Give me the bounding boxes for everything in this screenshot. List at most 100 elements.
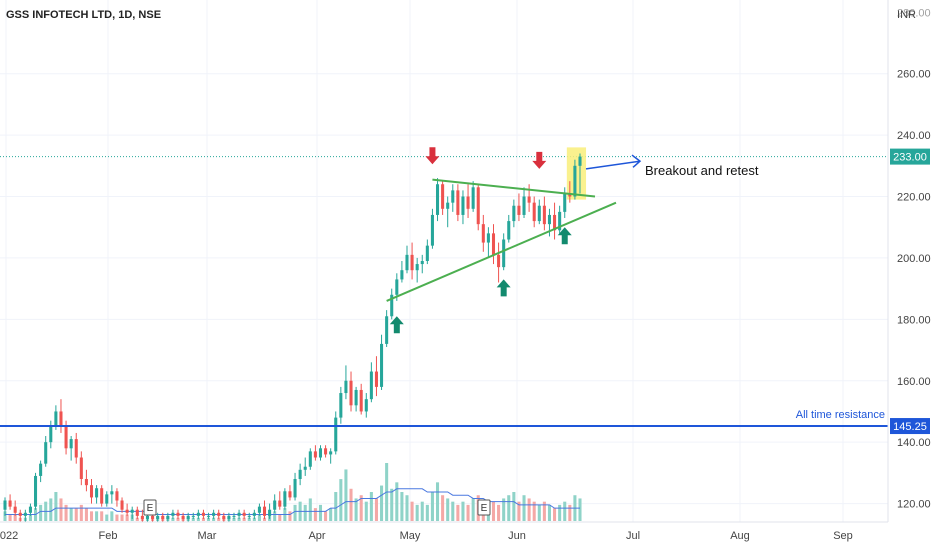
volume-bar bbox=[395, 482, 399, 521]
candle-body bbox=[222, 515, 226, 519]
candle-body bbox=[120, 500, 124, 510]
candle-body bbox=[59, 411, 63, 427]
callout-label: Breakout and retest bbox=[645, 163, 759, 178]
volume-bar bbox=[507, 495, 511, 521]
price-tick-label: 120.00 bbox=[897, 499, 931, 511]
volume-bar bbox=[420, 501, 424, 521]
markers bbox=[389, 147, 572, 334]
candle-body bbox=[410, 254, 414, 271]
volume-bar bbox=[329, 508, 333, 521]
candle-body bbox=[507, 221, 511, 240]
price-tick-label: 220.00 bbox=[897, 192, 931, 204]
candle-body bbox=[140, 515, 144, 519]
volume-bar bbox=[232, 517, 236, 521]
candle-body bbox=[344, 380, 348, 394]
volume-bar bbox=[201, 517, 205, 521]
candle-body bbox=[441, 184, 445, 209]
candle-body bbox=[3, 500, 7, 510]
candle-body bbox=[481, 224, 485, 243]
earnings-mark-label: E bbox=[147, 503, 154, 514]
volume-bar bbox=[446, 498, 450, 521]
time-tick-label: Apr bbox=[308, 530, 325, 542]
candle-body bbox=[278, 500, 282, 507]
volume-bar bbox=[471, 498, 475, 521]
volume-bar bbox=[74, 508, 78, 521]
volume-bar bbox=[359, 495, 363, 521]
volume-bar bbox=[512, 492, 516, 521]
volume-bar bbox=[273, 511, 277, 521]
candle-body bbox=[283, 491, 287, 507]
time-tick-label: 2022 bbox=[0, 530, 18, 542]
candle-body bbox=[191, 515, 195, 517]
volume-bar bbox=[435, 482, 440, 521]
candle-body bbox=[115, 491, 119, 501]
candle-body bbox=[329, 451, 333, 455]
candle-body bbox=[64, 426, 68, 449]
volume-bar bbox=[303, 504, 307, 521]
volume-bar bbox=[354, 498, 358, 521]
volume-bar bbox=[349, 488, 353, 521]
candle-body bbox=[181, 515, 185, 519]
candles bbox=[3, 153, 582, 522]
candle-body bbox=[512, 205, 516, 222]
time-tick-label: Feb bbox=[99, 530, 118, 542]
volume-bar bbox=[456, 504, 460, 521]
arrow-up-icon bbox=[496, 279, 511, 297]
candle-body bbox=[232, 515, 236, 517]
volume-bar bbox=[288, 511, 292, 521]
candle-body bbox=[395, 279, 399, 295]
candle-body bbox=[8, 500, 12, 507]
candle-body bbox=[303, 466, 307, 470]
earnings-mark[interactable] bbox=[477, 499, 491, 516]
resistance-label: All time resistance bbox=[796, 409, 885, 421]
price-tick-label: 260.00 bbox=[897, 69, 931, 81]
candle-body bbox=[537, 205, 541, 222]
volume-bar bbox=[491, 501, 496, 521]
volume-bar bbox=[257, 514, 261, 521]
candle-body bbox=[130, 509, 134, 513]
volume-bars bbox=[3, 463, 582, 521]
earnings-mark[interactable] bbox=[143, 499, 157, 516]
price-tick-label: 280.00 bbox=[897, 7, 931, 19]
candle-body bbox=[186, 515, 190, 519]
candle-body bbox=[349, 380, 353, 406]
candle-body bbox=[476, 187, 480, 225]
candle-body bbox=[400, 270, 404, 280]
candle-body bbox=[176, 512, 180, 516]
candle-body bbox=[430, 214, 434, 246]
volume-bar bbox=[542, 501, 546, 521]
volume-bar bbox=[380, 485, 384, 521]
callout-arrow bbox=[585, 154, 642, 170]
price-axis-bg bbox=[888, 0, 932, 550]
volume-bar bbox=[369, 492, 373, 521]
volume-bar bbox=[8, 514, 12, 521]
volume-bar bbox=[28, 514, 32, 521]
arrow-down-icon bbox=[425, 147, 440, 165]
time-axis: 2022 Feb Mar Apr May Jun Jul Aug Sep bbox=[0, 521, 888, 542]
arrow-up-icon bbox=[557, 227, 572, 245]
candle-body bbox=[105, 494, 109, 504]
volume-bar bbox=[497, 504, 501, 521]
candle-body bbox=[532, 202, 536, 222]
candle-body bbox=[563, 193, 567, 212]
candle-body bbox=[273, 500, 277, 510]
volume-bar bbox=[318, 504, 323, 521]
volume-bar bbox=[527, 498, 531, 521]
price-label-text: 233.00 bbox=[893, 152, 927, 164]
trendline-lower bbox=[386, 201, 617, 302]
candle-body bbox=[324, 448, 328, 455]
candle-body bbox=[517, 205, 521, 215]
candle-body bbox=[268, 509, 272, 516]
arrow-down-icon bbox=[532, 151, 547, 169]
chart-title: GSS INFOTECH LTD, 1D, NSE bbox=[6, 9, 162, 21]
volume-bar bbox=[339, 479, 343, 521]
volume-bar bbox=[59, 498, 63, 521]
volume-bar bbox=[3, 511, 7, 521]
volume-bar bbox=[115, 514, 119, 521]
volume-bar bbox=[293, 504, 297, 521]
time-tick-label: Aug bbox=[730, 530, 750, 542]
candle-body bbox=[74, 439, 78, 458]
candle-body bbox=[171, 512, 175, 516]
price-label-box bbox=[890, 418, 930, 435]
